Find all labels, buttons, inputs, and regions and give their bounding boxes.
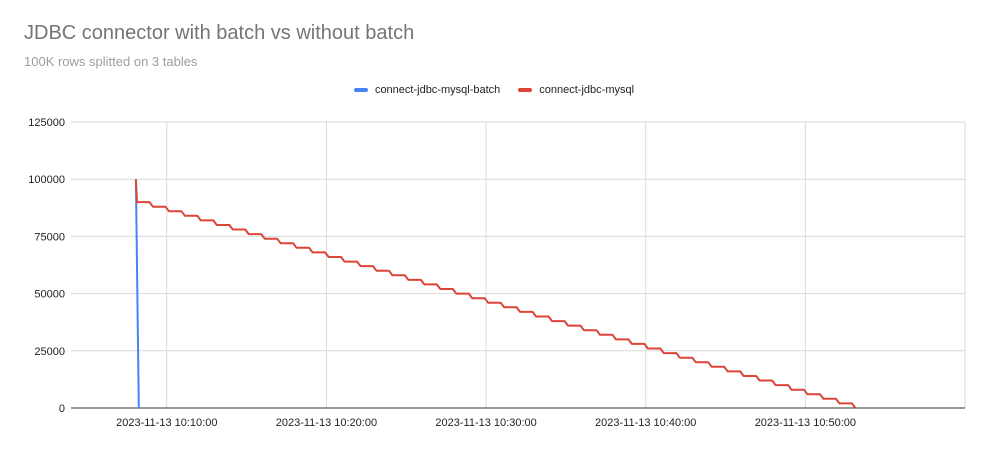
legend-item-batch[interactable]: connect-jdbc-mysql-batch: [353, 84, 501, 96]
x-tick-label: 2023-11-13 10:40:00: [595, 417, 696, 429]
chart-title: JDBC connector with batch vs without bat…: [24, 22, 415, 44]
legend: connect-jdbc-mysql-batch connect-jdbc-my…: [0, 84, 988, 96]
y-tick-label: 75000: [34, 231, 65, 243]
y-tick-label: 125000: [28, 117, 65, 129]
legend-item-mysql[interactable]: connect-jdbc-mysql: [518, 84, 634, 96]
y-tick-label: 50000: [34, 289, 65, 301]
legend-swatch-batch: [353, 88, 368, 92]
x-tick-label: 2023-11-13 10:30:00: [435, 417, 536, 429]
x-tick-label: 2023-11-13 10:20:00: [276, 417, 377, 429]
series-line-mysql: [134, 179, 857, 409]
legend-label-mysql: connect-jdbc-mysql: [539, 84, 635, 96]
chart-subtitle: 100K rows splitted on 3 tables: [24, 54, 198, 69]
y-tick-label: 25000: [34, 346, 65, 358]
y-tick-label: 0: [59, 403, 65, 415]
legend-label-batch: connect-jdbc-mysql-batch: [374, 84, 501, 96]
x-tick-label: 2023-11-13 10:50:00: [755, 417, 856, 429]
series-line-batch: [134, 179, 140, 409]
y-tick-label: 100000: [28, 174, 65, 186]
x-tick-label: 2023-11-13 10:10:00: [116, 417, 217, 429]
legend-swatch-mysql: [518, 88, 533, 92]
